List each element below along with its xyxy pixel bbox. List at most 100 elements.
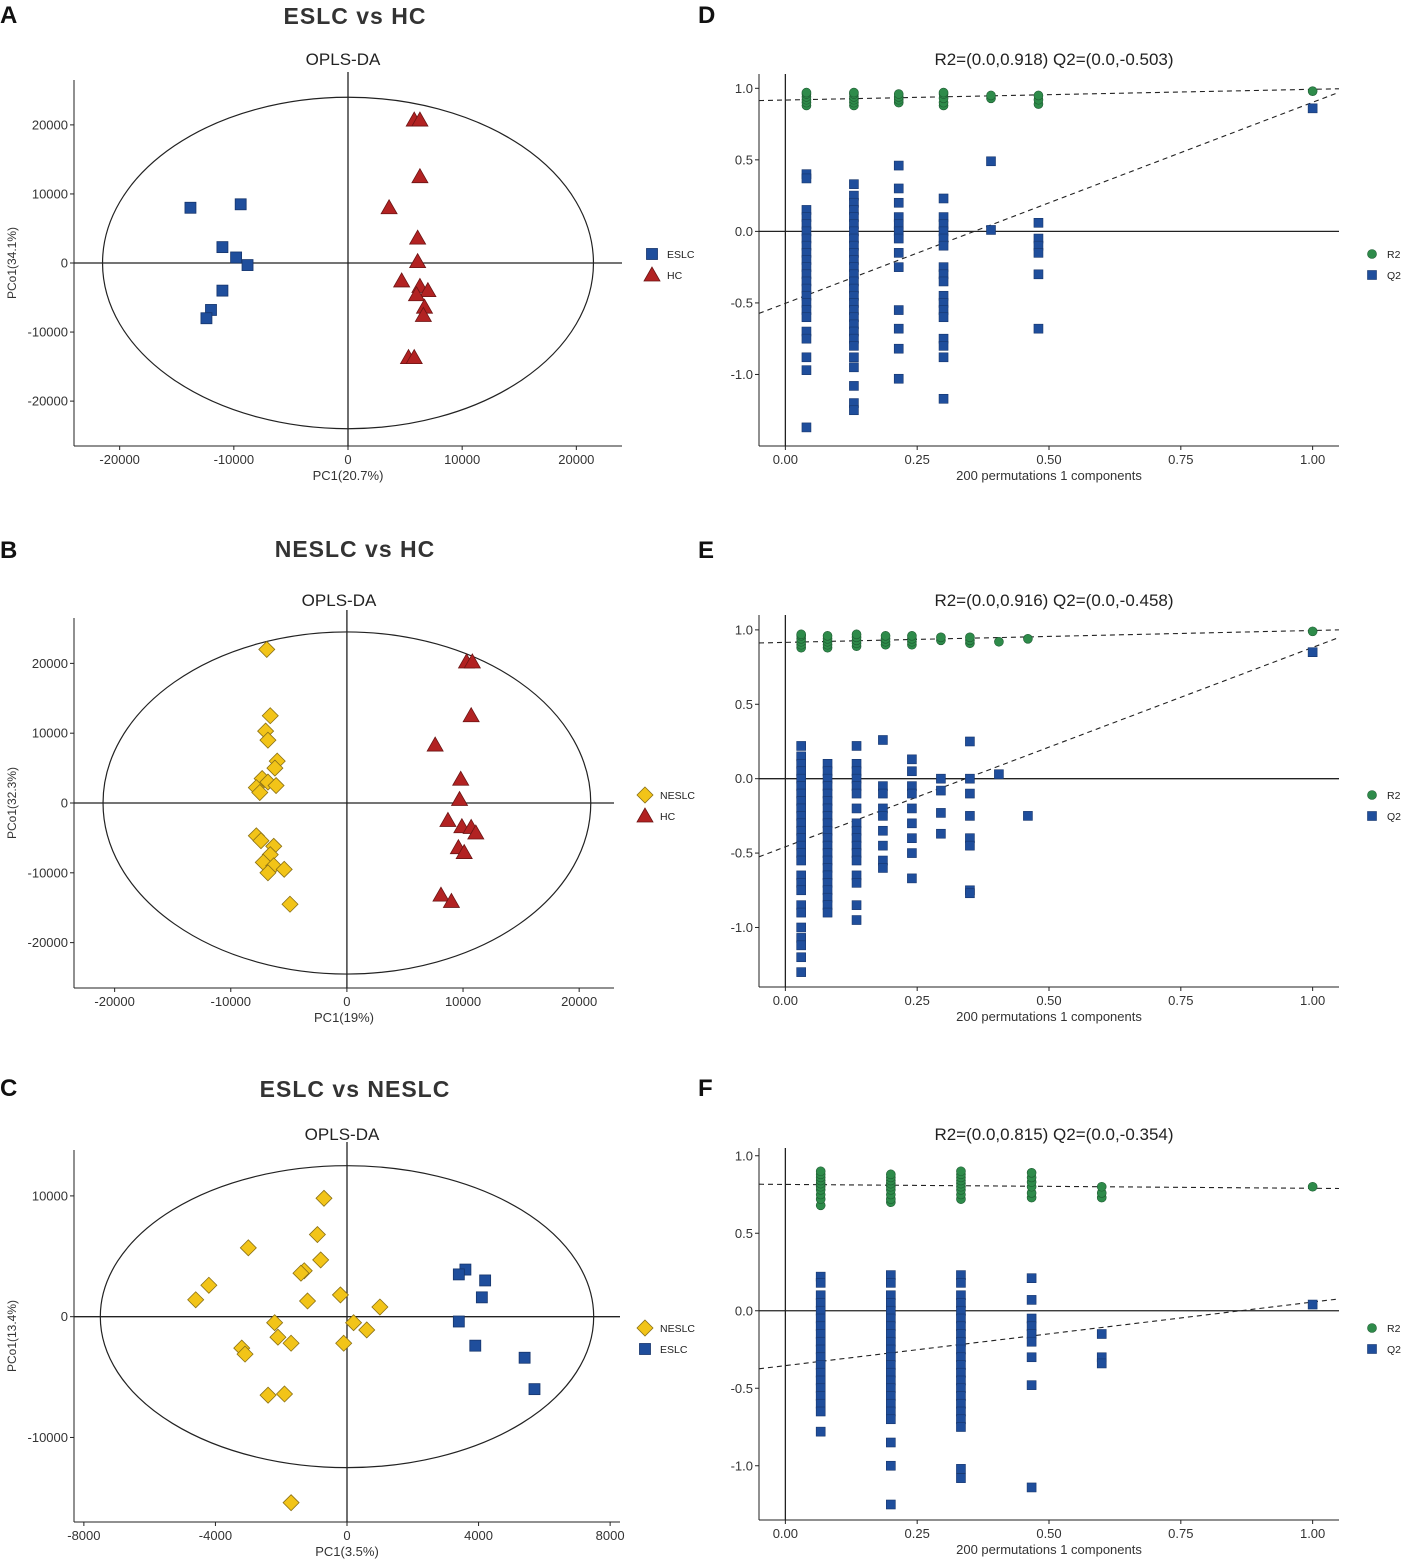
point-neslc-b bbox=[259, 731, 277, 749]
point-q2-e bbox=[878, 811, 888, 821]
point-q2-e bbox=[1023, 811, 1033, 821]
point-q2-e bbox=[907, 788, 917, 799]
point-q2-e bbox=[907, 833, 917, 844]
y-tick-label-a: -20000 bbox=[28, 394, 68, 409]
legend-key-r2-d bbox=[1367, 249, 1377, 259]
point-neslc-b bbox=[266, 759, 284, 777]
point-q2-e bbox=[965, 840, 975, 851]
point-q2-f bbox=[886, 1499, 896, 1510]
point-neslc-c bbox=[308, 1225, 326, 1244]
point-hc-b bbox=[455, 843, 473, 859]
point-hc-b bbox=[439, 811, 457, 827]
point-r2-f bbox=[815, 1166, 826, 1177]
point-hc-a bbox=[407, 285, 426, 302]
point-r2-f bbox=[1026, 1168, 1037, 1178]
y-tick-label-f: -0.5 bbox=[731, 1381, 753, 1396]
point-neslc-b bbox=[275, 860, 293, 878]
point-q2-d bbox=[986, 225, 996, 235]
point-neslc-c bbox=[358, 1321, 376, 1339]
point-eslc-a bbox=[241, 259, 254, 271]
point-eslc-c bbox=[475, 1291, 488, 1304]
regression-line-r2-d bbox=[758, 88, 1340, 102]
x-axis-label-b: PC1(19%) bbox=[314, 1010, 374, 1025]
y-tick-label-e: 1.0 bbox=[735, 622, 753, 637]
point-q2-e bbox=[851, 788, 862, 799]
regression-line-q2-d bbox=[758, 91, 1340, 314]
panel-letter-f: F bbox=[698, 1075, 713, 1102]
x-tick-label-f: 0.00 bbox=[773, 1526, 798, 1541]
point-q2-e bbox=[1307, 647, 1318, 658]
regression-line-q2-e bbox=[758, 636, 1340, 858]
legend-key-hc-b bbox=[636, 807, 654, 823]
point-eslc-c bbox=[518, 1351, 531, 1364]
y-tick-label-b: -20000 bbox=[28, 935, 68, 950]
y-tick-label-d: 1.0 bbox=[735, 81, 753, 96]
legend-label-r2-d: R2 bbox=[1387, 249, 1401, 261]
point-neslc-c bbox=[275, 1385, 294, 1403]
point-neslc-c bbox=[282, 1334, 300, 1352]
x-tick-label-b: -10000 bbox=[211, 994, 251, 1009]
point-r2-d bbox=[1307, 86, 1318, 96]
point-hc-a bbox=[414, 306, 433, 322]
point-neslc-c bbox=[371, 1298, 389, 1316]
y-tick-label-b: -10000 bbox=[28, 865, 68, 880]
legend-label-hc-b: HC bbox=[660, 811, 676, 823]
point-r2-e bbox=[880, 631, 891, 641]
point-hc-a bbox=[408, 252, 427, 269]
x-tick-label-e: 0.75 bbox=[1168, 993, 1193, 1008]
x-tick-label-c: 4000 bbox=[464, 1528, 493, 1543]
point-neslc-c bbox=[269, 1328, 287, 1346]
point-q2-d bbox=[1033, 269, 1044, 280]
x-tick-label-c: -8000 bbox=[67, 1528, 100, 1543]
point-eslc-a bbox=[216, 284, 229, 297]
point-r2-e bbox=[936, 632, 946, 643]
point-q2-e bbox=[796, 855, 806, 866]
chart-title-a: OPLS-DA bbox=[306, 50, 381, 69]
x-tick-label-c: 0 bbox=[343, 1528, 350, 1543]
point-q2-d bbox=[801, 352, 812, 363]
point-r2-d bbox=[938, 87, 949, 98]
point-q2-f bbox=[886, 1278, 896, 1288]
y-tick-label-b: 20000 bbox=[32, 656, 68, 671]
point-hc-a bbox=[380, 198, 398, 215]
y-tick-label-e: -0.5 bbox=[731, 846, 753, 861]
panel-letter-e: E bbox=[698, 537, 715, 564]
legend-label-r2-e: R2 bbox=[1387, 790, 1401, 802]
point-q2-d bbox=[849, 362, 859, 373]
point-q2-f bbox=[1096, 1358, 1107, 1369]
y-tick-label-f: 0.0 bbox=[735, 1303, 753, 1318]
panel-letter-d: D bbox=[698, 2, 716, 29]
point-q2-d bbox=[801, 173, 812, 184]
x-axis-label-e: 200 permutations 1 components bbox=[956, 1009, 1142, 1024]
point-q2-e bbox=[851, 741, 862, 751]
x-tick-label-c: -4000 bbox=[199, 1528, 232, 1543]
point-q2-f bbox=[956, 1473, 966, 1483]
chart-title-f: R2=(0.0,0.815) Q2=(0.0,-0.354) bbox=[934, 1125, 1173, 1144]
point-q2-d bbox=[801, 365, 812, 375]
point-q2-e bbox=[796, 952, 806, 963]
point-q2-f bbox=[815, 1426, 826, 1437]
point-q2-d bbox=[938, 312, 949, 323]
point-neslc-c bbox=[266, 1314, 284, 1332]
x-tick-label-b: 10000 bbox=[445, 994, 481, 1009]
point-q2-e bbox=[936, 785, 946, 796]
y-tick-label-d: 0.5 bbox=[735, 152, 753, 167]
point-r2-e bbox=[965, 632, 975, 643]
point-q2-e bbox=[851, 855, 862, 866]
point-r2-e bbox=[994, 636, 1004, 647]
regression-line-q2-f bbox=[758, 1298, 1340, 1370]
x-tick-label-b: 20000 bbox=[561, 994, 597, 1009]
point-q2-e bbox=[965, 811, 975, 821]
legend-key-neslc-c bbox=[636, 1319, 654, 1337]
point-neslc-b bbox=[261, 707, 279, 725]
x-tick-label-c: 8000 bbox=[596, 1528, 625, 1543]
chart-title-b: OPLS-DA bbox=[302, 591, 377, 610]
panel-letter-a: A bbox=[0, 2, 18, 29]
point-q2-f bbox=[1026, 1295, 1037, 1305]
point-eslc-c bbox=[479, 1274, 492, 1287]
point-neslc-c bbox=[315, 1189, 333, 1207]
point-q2-d bbox=[893, 197, 904, 208]
point-q2-d bbox=[849, 341, 859, 351]
point-neslc-c bbox=[345, 1314, 363, 1332]
panel-letter-b: B bbox=[0, 537, 18, 564]
